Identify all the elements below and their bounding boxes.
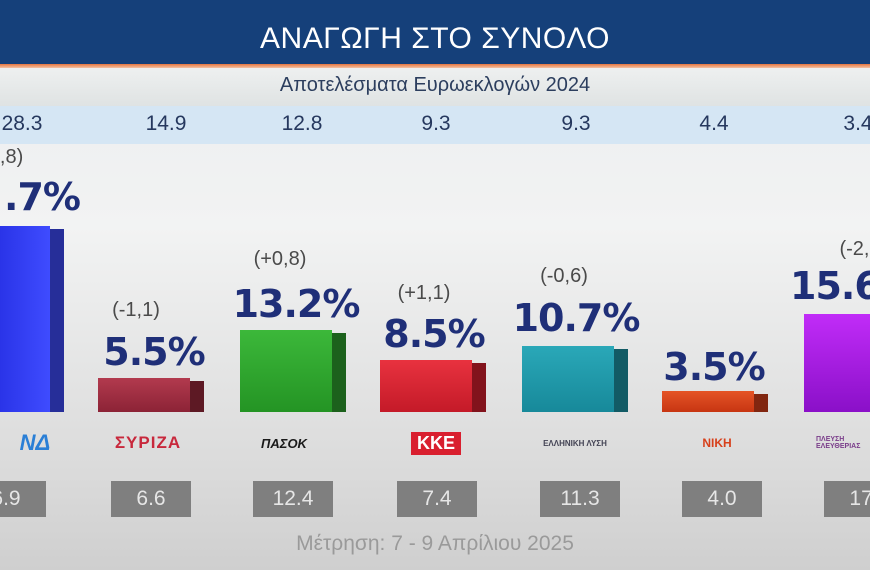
euro2024-niki: 4.4: [699, 112, 729, 135]
recent-nd: 6.9: [0, 481, 46, 517]
measurement-date: Μέτρηση: 7 - 9 Απρίλιου 2025: [296, 532, 574, 555]
pct-elliniki-lysi: 10.7%: [512, 296, 641, 340]
logo-plefsi: ΠΛΕΥΣΗ ΕΛΕΥΘΕΡΙΑΣ: [816, 436, 861, 450]
header-bar: [0, 0, 870, 64]
bar-elliniki-lysi: [522, 346, 628, 412]
delta-kke: (+1,1): [397, 282, 451, 304]
pct-niki: 3.5%: [663, 345, 765, 389]
logo-pasok: ΠΑΣΟΚ: [261, 435, 307, 451]
recent-pasok: 12.4: [253, 481, 333, 517]
delta-nd: 2,8): [0, 146, 24, 168]
pct-pasok: 13.2%: [232, 282, 361, 326]
bar-syriza: [98, 378, 204, 412]
recent-syriza: 6.6: [111, 481, 191, 517]
recent-kke: 7.4: [397, 481, 477, 517]
delta-syriza: (-1,1): [112, 299, 160, 321]
accent-stripe: [0, 64, 870, 68]
pct-syriza: 5.5%: [103, 330, 205, 374]
delta-pasok: (+0,8): [253, 248, 307, 270]
bar-plefsi: [804, 314, 870, 412]
recent-elliniki-lysi: 11.3: [540, 481, 620, 517]
bar-kke: [380, 360, 486, 412]
chart-title: ΑΝΑΓΩΓΗ ΣΤΟ ΣΥΝΟΛΟ: [260, 22, 610, 55]
logo-niki: ΝΙΚΗ: [702, 436, 732, 450]
euro2024-elliniki-lysi: 9.3: [561, 112, 591, 135]
recent-plefsi: 17.: [824, 481, 870, 517]
euro2024-syriza: 14.9: [145, 112, 187, 135]
logo-nd: ΝΔ: [19, 430, 51, 455]
delta-elliniki-lysi: (-0,6): [540, 265, 588, 287]
recent-niki: 4.0: [682, 481, 762, 517]
pct-plefsi: 15.6: [790, 264, 870, 308]
bar-pasok: [240, 330, 346, 412]
delta-plefsi: (-2,2: [839, 238, 870, 260]
bar-niki: [662, 391, 768, 412]
euro2024-plefsi: 3.4: [843, 112, 870, 135]
bar-nd: [0, 226, 64, 412]
logo-kke-text: ΚΚΕ: [410, 431, 461, 455]
pct-kke: 8.5%: [383, 312, 485, 356]
pct-nd: .7%: [4, 175, 81, 219]
logo-elliniki-lysi: ΕΛΛΗΝΙΚΗ ΛΥΣΗ: [543, 438, 607, 448]
euro2024-pasok: 12.8: [281, 112, 323, 135]
chart-subtitle: Αποτελέσματα Ευρωεκλογών 2024: [279, 74, 591, 96]
logo-kke: ΚΚΕ: [396, 418, 476, 468]
subtitle-band: [0, 68, 870, 106]
euro2024-nd: 28.3: [1, 112, 43, 135]
logo-syriza: ΣΥΡΙΖΑ: [114, 433, 182, 452]
euro2024-band: [0, 106, 870, 144]
euro2024-kke: 9.3: [421, 112, 451, 135]
